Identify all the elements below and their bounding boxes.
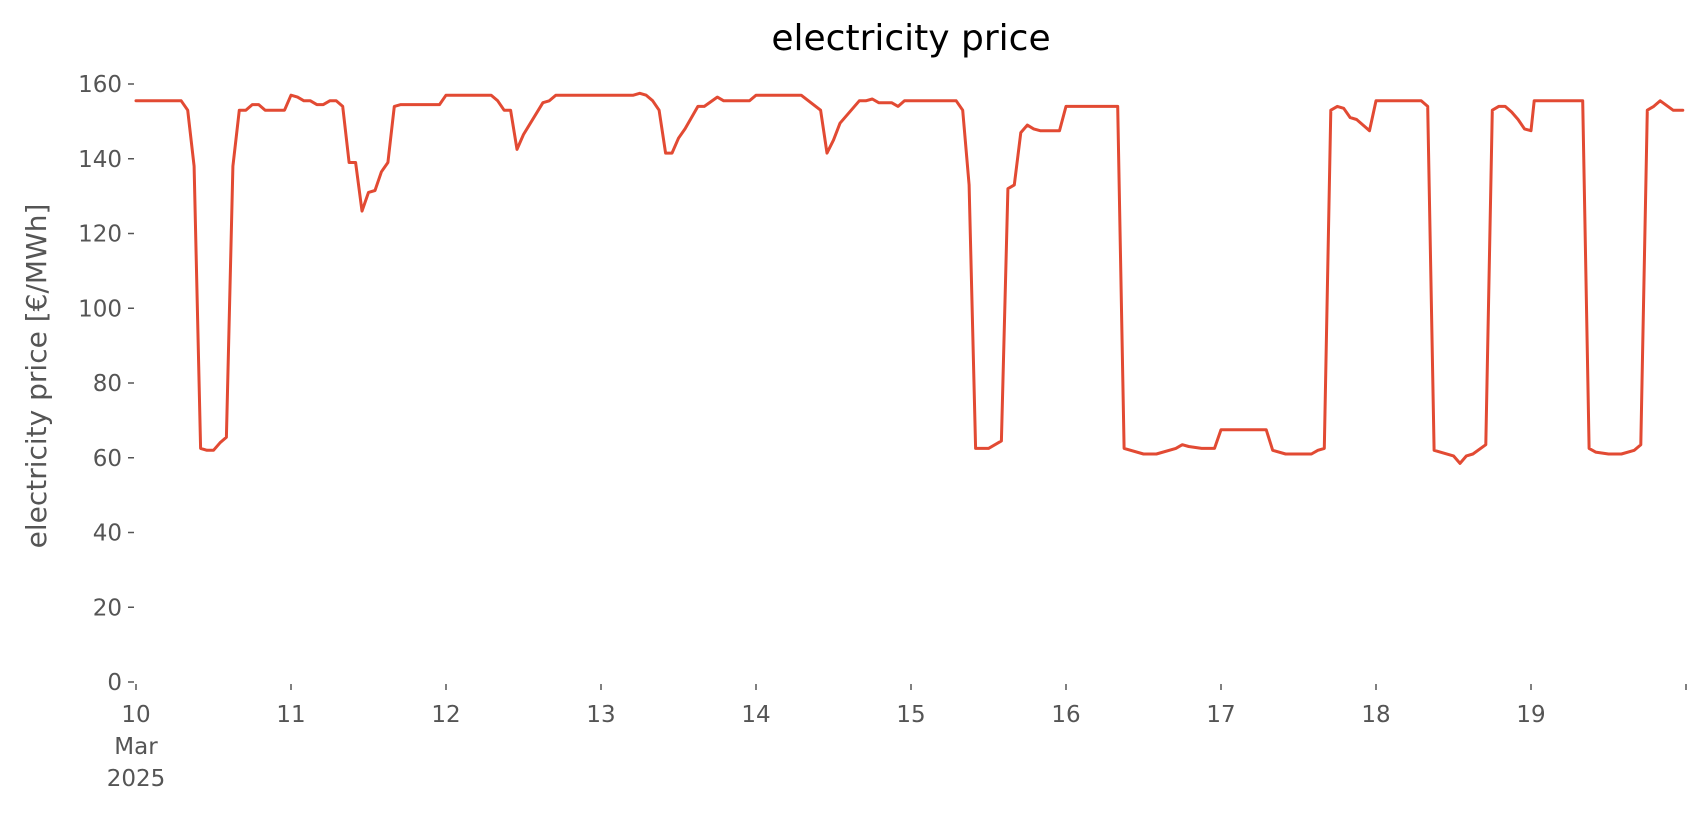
- y-tick-label: 80: [93, 371, 122, 397]
- x-tick-label: 16: [1051, 702, 1080, 728]
- x-tick-label: 12: [431, 702, 460, 728]
- x-tick-label: 18: [1361, 702, 1390, 728]
- y-tick-label: 100: [78, 296, 122, 322]
- y-tick-label: 60: [93, 446, 122, 472]
- y-tick-label: 160: [78, 72, 122, 98]
- x-tick-sublabel: Mar: [114, 734, 158, 760]
- y-axis: 0 20 40 60 80 100 120 140 160: [78, 72, 134, 696]
- x-tick-label: 19: [1516, 702, 1545, 728]
- x-tick-label: 15: [896, 702, 925, 728]
- x-tick-label: 17: [1206, 702, 1235, 728]
- x-tick-label: 13: [586, 702, 615, 728]
- x-axis: 10 Mar 2025 11 12 13 14 15 16 17 18 19: [107, 684, 1687, 792]
- price-series-line: [134, 91, 1685, 465]
- y-tick-label: 40: [93, 521, 122, 547]
- y-tick-label: 140: [78, 147, 122, 173]
- y-axis-label: electricity price [€/MWh]: [20, 204, 53, 549]
- y-tick-label: 120: [78, 222, 122, 248]
- y-tick-label: 0: [107, 670, 122, 696]
- x-tick-label: 10: [121, 702, 150, 728]
- x-tick-sublabel: 2025: [107, 766, 166, 792]
- x-tick-label: 14: [741, 702, 770, 728]
- y-tick-label: 20: [93, 595, 122, 621]
- chart-title: electricity price: [771, 18, 1050, 59]
- x-tick-label: 11: [276, 702, 305, 728]
